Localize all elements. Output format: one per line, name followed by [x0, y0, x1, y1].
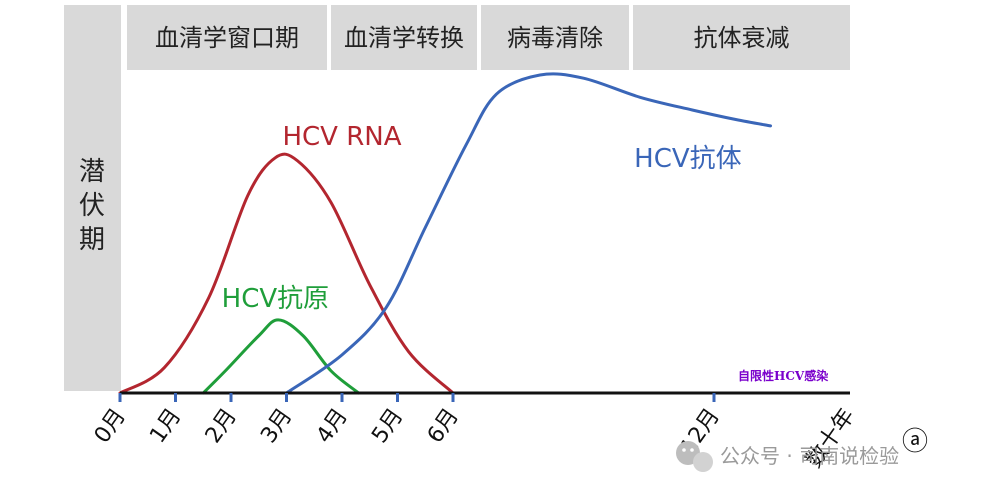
phase-label: 抗体衰减	[694, 24, 790, 52]
series-line-hcv-rna	[118, 152, 455, 395]
latent-period-label: 潜	[79, 157, 105, 187]
panel-label: ⓐ	[902, 427, 928, 457]
x-tick-label: 5月	[367, 404, 408, 448]
phase-band	[481, 5, 629, 70]
phase-band	[633, 5, 850, 70]
latent-period-label: 期	[79, 225, 105, 255]
latent-period-label: 伏	[79, 191, 105, 221]
x-tick-label: 2月	[201, 404, 242, 448]
series-label: HCV抗体	[634, 144, 742, 174]
x-tick-label: 0月	[90, 404, 131, 448]
phase-band	[331, 5, 477, 70]
latent-period-band	[64, 5, 121, 391]
wechat-icon	[676, 441, 713, 472]
x-tick-label: 3月	[256, 404, 297, 448]
x-tick-label: 4月	[312, 404, 353, 448]
series-line-hcv-	[201, 318, 361, 395]
x-tick-label: 6月	[423, 404, 464, 448]
watermark-text: 公众号 · 司南说检验	[720, 444, 899, 468]
watermark: 公众号 · 司南说检验	[676, 441, 899, 472]
series-line-hcv-	[285, 72, 773, 395]
phase-label: 病毒清除	[507, 24, 603, 52]
series-label: HCV抗原	[222, 284, 330, 314]
phase-label: 血清学窗口期	[155, 24, 299, 52]
series-curves	[118, 72, 773, 395]
x-tick-label: 1月	[145, 404, 186, 448]
series-labels: HCV RNA HCV抗原 HCV抗体	[222, 122, 742, 314]
phase-band	[127, 5, 327, 70]
phase-label: 血清学转换	[344, 24, 464, 52]
annotation-text: 自限性HCV感染	[738, 368, 829, 383]
phase-bands: 潜伏期 血清学窗口期 血清学转换 病毒清除 抗体衰减	[64, 5, 850, 391]
series-label: HCV RNA	[282, 122, 401, 152]
